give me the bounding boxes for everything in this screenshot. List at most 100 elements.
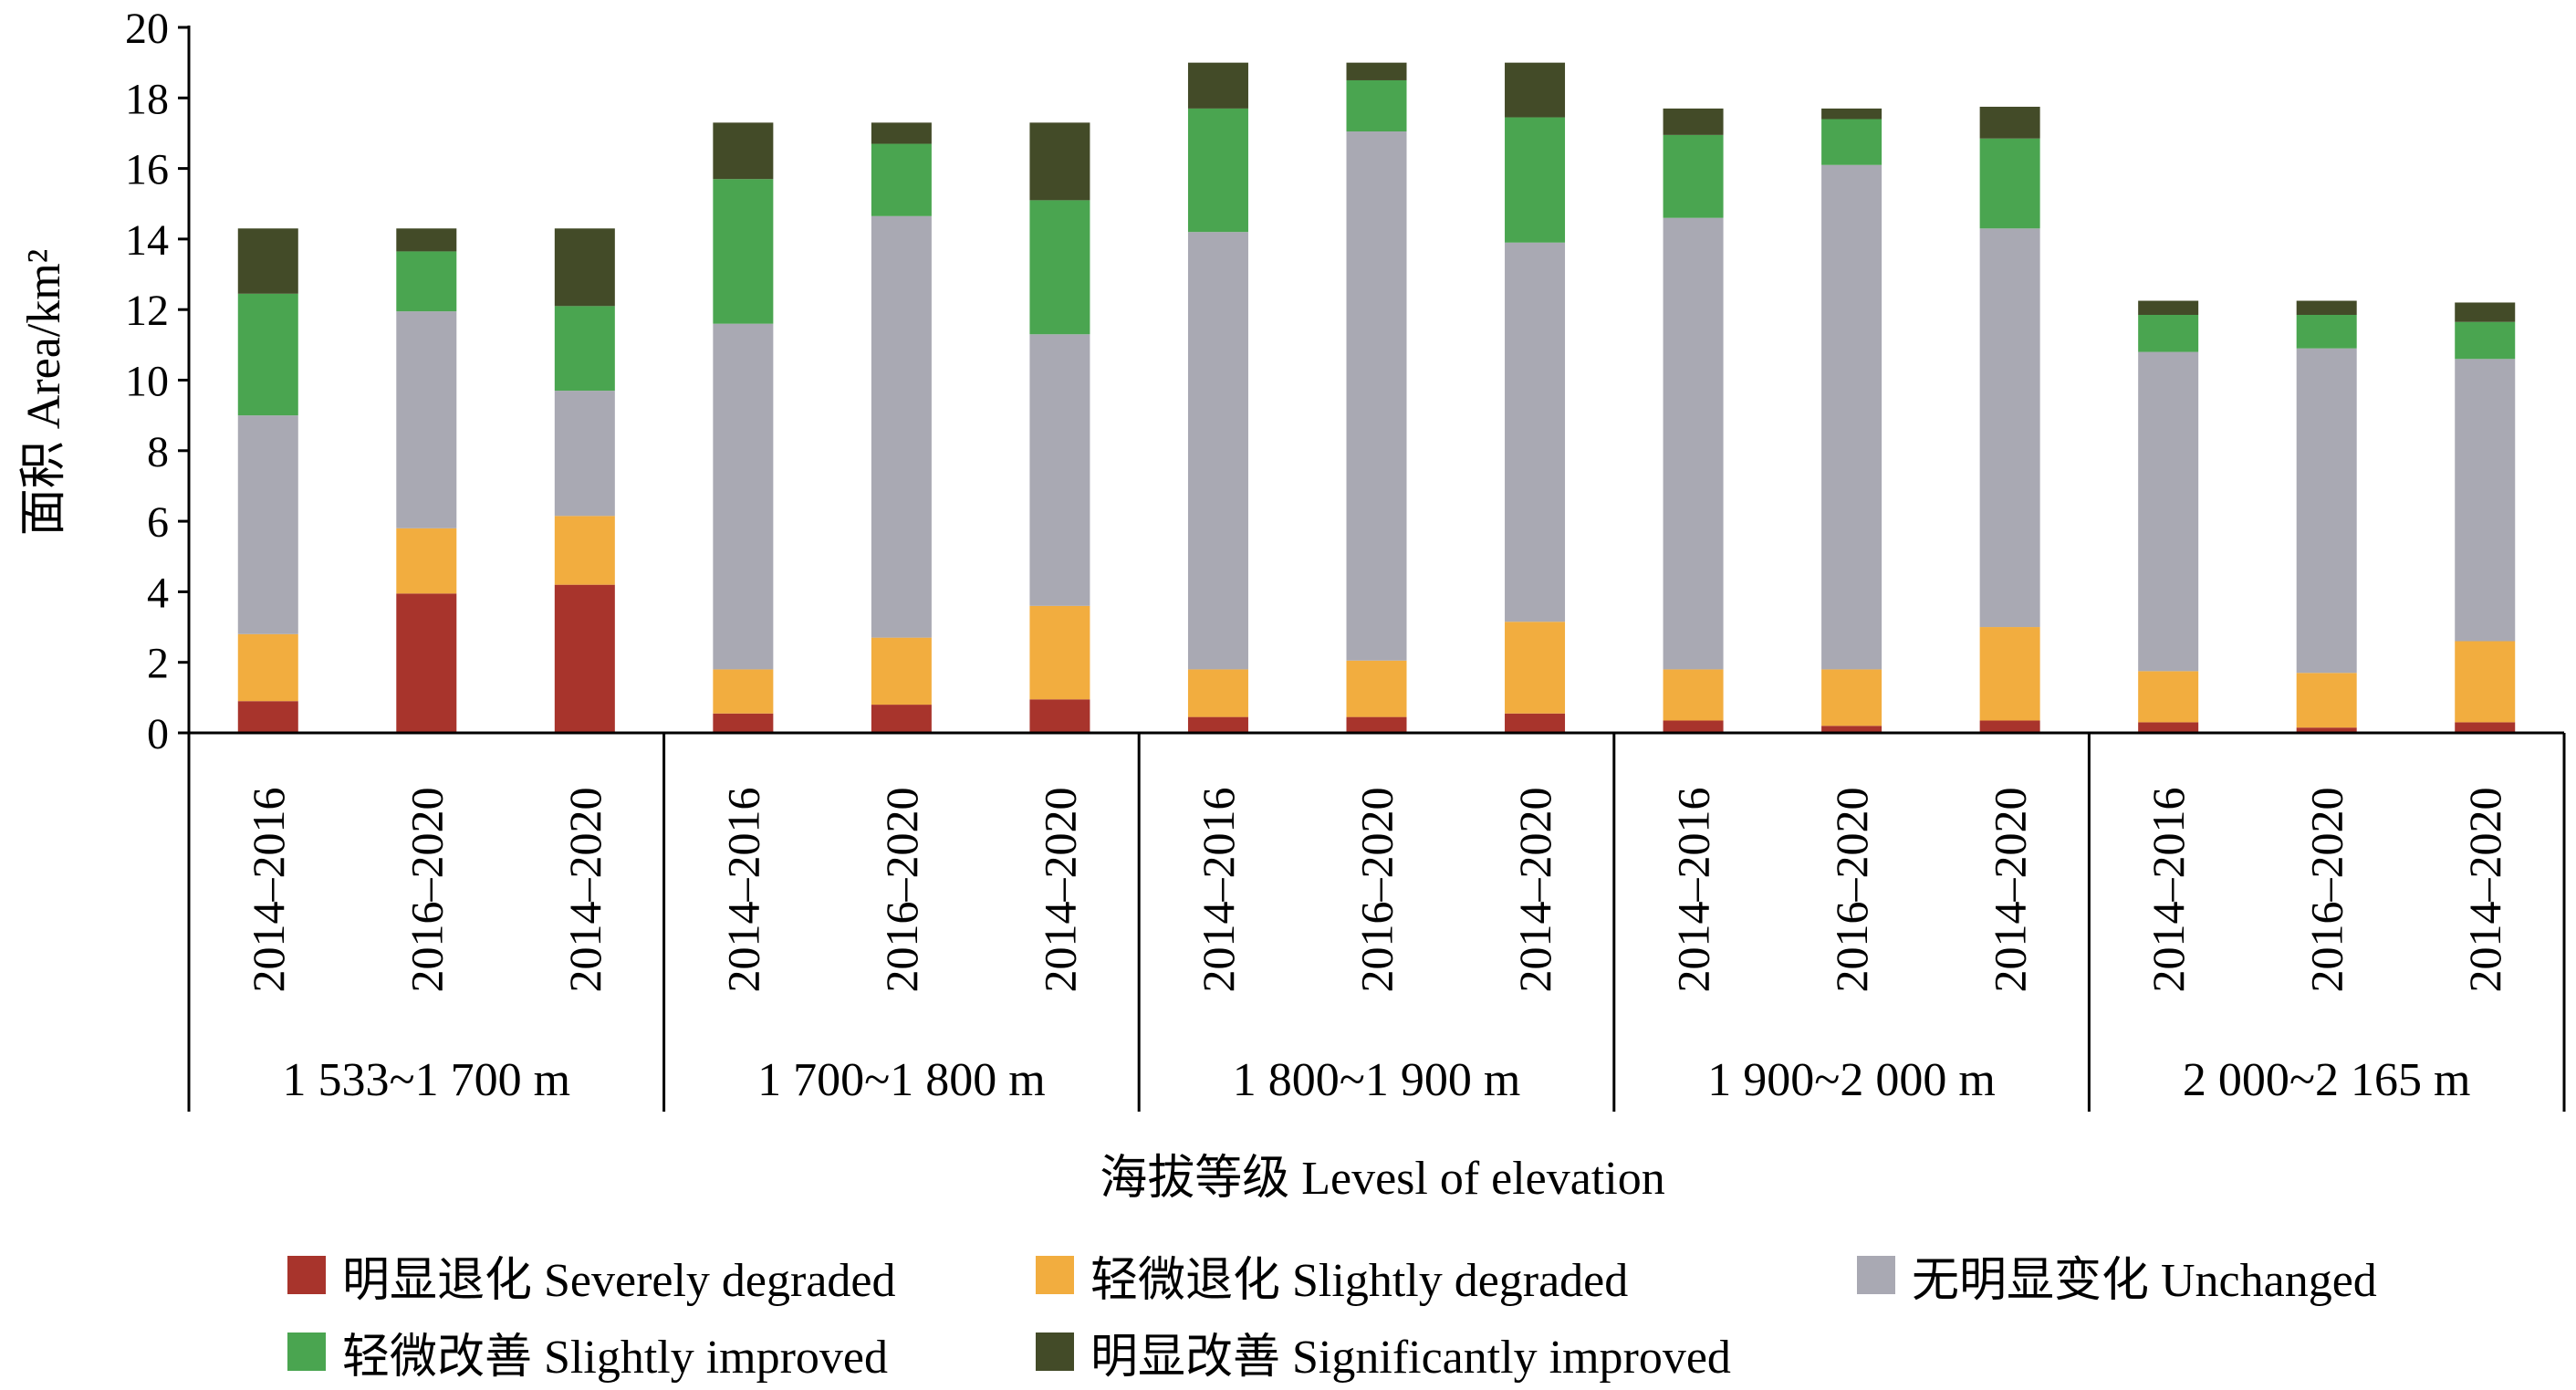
- group-label-4: 1 900~2 000 m: [1707, 1054, 1996, 1106]
- category-label-2: 2016–2020: [401, 788, 452, 993]
- bar-5-7: [1187, 62, 1248, 109]
- legend: 明显退化 Severely degraded 轻微退化 Slightly deg…: [287, 1237, 2550, 1390]
- bar-5-6: [1029, 122, 1090, 201]
- bar-3-13: [2138, 351, 2199, 672]
- bar-5-3: [554, 228, 615, 307]
- y-tick-label-3: 6: [147, 498, 169, 547]
- bar-3-2: [396, 311, 457, 528]
- bar-3-9: [1505, 242, 1566, 622]
- category-label-8: 2016–2020: [1351, 788, 1403, 993]
- bar-1-9: [1505, 713, 1566, 733]
- bar-4-9: [1505, 117, 1566, 243]
- bar-5-8: [1346, 62, 1407, 80]
- x-axis-title: 海拔等级 Levesl of elevation: [1100, 1153, 1665, 1205]
- y-tick-label-4: 8: [147, 428, 169, 476]
- y-axis-title: 面积 Area/km²: [18, 249, 70, 537]
- bar-3-8: [1346, 131, 1407, 661]
- bar-4-15: [2455, 321, 2516, 360]
- category-label-9: 2014–2020: [1509, 788, 1560, 993]
- category-label-5: 2016–2020: [876, 788, 927, 993]
- legend-item-significantly-improved: 明显改善 Significantly improved: [1036, 1318, 1731, 1386]
- bar-2-1: [237, 633, 298, 702]
- bar-4-7: [1187, 108, 1248, 233]
- bar-5-13: [2138, 300, 2199, 315]
- bar-4-1: [237, 293, 298, 416]
- legend-item-slightly-degraded: 轻微退化 Slightly degraded: [1036, 1241, 1857, 1310]
- bar-1-10: [1663, 720, 1724, 733]
- category-label-11: 2016–2020: [1826, 788, 1877, 993]
- group-label-5: 2 000~2 165 m: [2183, 1054, 2471, 1106]
- category-label-1: 2014–2016: [243, 788, 294, 993]
- y-tick-label-9: 18: [125, 75, 169, 123]
- bar-4-4: [713, 179, 774, 324]
- bar-2-2: [396, 528, 457, 594]
- legend-row-1: 明显退化 Severely degraded 轻微退化 Slightly deg…: [287, 1237, 2550, 1313]
- bar-1-14: [2296, 727, 2357, 733]
- group-label-1: 1 533~1 700 m: [283, 1054, 571, 1106]
- y-tick-label-1: 2: [147, 640, 169, 688]
- category-label-6: 2014–2020: [1034, 788, 1085, 993]
- bar-5-11: [1821, 108, 1882, 120]
- bar-4-3: [554, 306, 615, 392]
- bar-2-12: [1979, 627, 2040, 721]
- bar-2-10: [1663, 669, 1724, 721]
- category-label-12: 2014–2020: [1985, 788, 2036, 993]
- bar-3-7: [1187, 232, 1248, 670]
- legend-swatch-slightly-improved: [287, 1333, 326, 1371]
- legend-item-unchanged: 无明显变化 Unchanged: [1857, 1241, 2377, 1310]
- bar-1-5: [871, 705, 932, 733]
- group-label-3: 1 800~1 900 m: [1233, 1054, 1521, 1106]
- bar-3-10: [1663, 217, 1724, 670]
- legend-label-slightly-improved: 轻微改善 Slightly improved: [342, 1331, 889, 1384]
- group-label-2: 1 700~1 800 m: [757, 1054, 1046, 1106]
- legend-row-2: 轻微改善 Slightly improved 明显改善 Significantl…: [287, 1313, 2550, 1390]
- bar-5-4: [713, 122, 774, 180]
- bar-4-2: [396, 251, 457, 312]
- bar-5-9: [1505, 62, 1566, 118]
- bar-3-1: [237, 415, 298, 634]
- bar-1-1: [237, 701, 298, 733]
- legend-label-slightly-degraded: 轻微退化 Slightly degraded: [1090, 1254, 1629, 1307]
- category-label-13: 2014–2016: [2143, 788, 2194, 993]
- bar-2-13: [2138, 671, 2199, 723]
- bar-4-12: [1979, 138, 2040, 229]
- bar-2-5: [871, 637, 932, 705]
- bar-3-3: [554, 391, 615, 517]
- bar-4-14: [2296, 314, 2357, 349]
- bar-1-11: [1821, 726, 1882, 733]
- bar-5-12: [1979, 106, 2040, 139]
- category-label-10: 2014–2016: [1668, 788, 1719, 993]
- legend-label-significantly-improved: 明显改善 Significantly improved: [1090, 1331, 1731, 1384]
- bar-2-11: [1821, 669, 1882, 726]
- bar-2-4: [713, 669, 774, 714]
- bar-3-14: [2296, 348, 2357, 674]
- bar-5-10: [1663, 108, 1724, 135]
- bar-2-15: [2455, 641, 2516, 723]
- legend-item-severely-degraded: 明显退化 Severely degraded: [287, 1241, 1036, 1310]
- legend-swatch-severely-degraded: [287, 1256, 326, 1294]
- bar-4-13: [2138, 314, 2199, 352]
- legend-swatch-unchanged: [1857, 1256, 1895, 1294]
- legend-swatch-significantly-improved: [1036, 1333, 1074, 1371]
- y-tick-label-5: 10: [125, 358, 169, 406]
- bar-5-1: [237, 228, 298, 294]
- y-tick-label-8: 16: [125, 146, 169, 194]
- y-tick-label-0: 0: [147, 710, 169, 758]
- bar-3-11: [1821, 164, 1882, 670]
- bar-5-2: [396, 228, 457, 252]
- y-tick-label-2: 4: [147, 569, 169, 617]
- bar-5-15: [2455, 302, 2516, 322]
- bar-1-12: [1979, 720, 2040, 733]
- category-label-7: 2014–2016: [1193, 788, 1244, 993]
- bar-1-4: [713, 713, 774, 733]
- category-label-15: 2014–2020: [2459, 788, 2510, 993]
- bar-1-13: [2138, 722, 2199, 733]
- bar-5-14: [2296, 300, 2357, 315]
- category-label-4: 2014–2016: [717, 788, 768, 993]
- bar-4-11: [1821, 119, 1882, 165]
- bar-1-8: [1346, 716, 1407, 733]
- bar-2-3: [554, 516, 615, 585]
- bar-5-5: [871, 122, 932, 144]
